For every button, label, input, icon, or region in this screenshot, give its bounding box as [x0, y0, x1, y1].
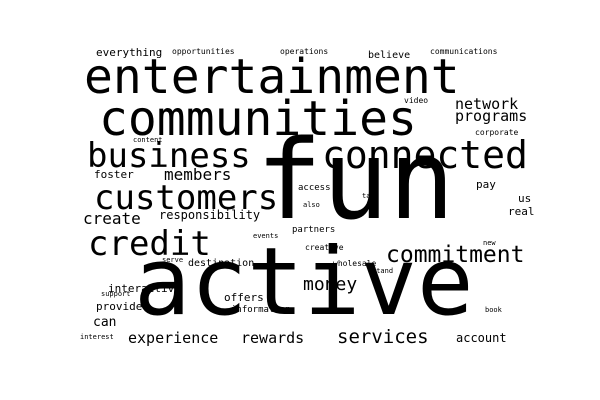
- word-account: account: [456, 331, 507, 345]
- word-can: can: [93, 315, 117, 330]
- word-provide: provide: [96, 300, 143, 313]
- word-credit: credit: [88, 224, 211, 264]
- word-connected: connected: [322, 133, 528, 177]
- word-video: video: [404, 96, 429, 105]
- word-believe: believe: [368, 50, 411, 61]
- word-network: network: [455, 95, 519, 113]
- word-access: access: [298, 183, 331, 193]
- word-also: also: [303, 201, 320, 209]
- word-wholesale: wholesale: [333, 259, 377, 268]
- word-stand: stand: [372, 267, 394, 275]
- word-destination: destination: [188, 258, 255, 269]
- word-take: take: [362, 192, 379, 200]
- word-business: business: [87, 136, 251, 176]
- word-content: content: [133, 136, 163, 144]
- word-book: book: [485, 306, 502, 314]
- word-corporate: corporate: [475, 128, 519, 137]
- word-fun: fun: [256, 116, 455, 244]
- word-opportunities: opportunities: [172, 47, 235, 56]
- word-partners: partners: [292, 225, 336, 235]
- word-rewards: rewards: [241, 329, 305, 347]
- word-new: new: [483, 239, 496, 247]
- word-events: events: [253, 232, 279, 240]
- word-customers: customers: [94, 178, 279, 218]
- word-real: real: [508, 205, 535, 218]
- word-members: members: [164, 165, 232, 184]
- word-everything: everything: [96, 46, 163, 59]
- word-interactive: interactive: [108, 282, 181, 295]
- word-operations: operations: [280, 47, 329, 56]
- word-money: money: [303, 274, 358, 295]
- word-commitment: commitment: [386, 242, 525, 268]
- word-serve: serve: [162, 256, 184, 264]
- word-us: us: [518, 192, 532, 205]
- word-active: active: [134, 228, 474, 337]
- word-offers: offers: [224, 291, 264, 304]
- word-services: services: [337, 326, 429, 348]
- word-interest: interest: [80, 333, 114, 341]
- word-responsibility: responsibility: [159, 208, 261, 222]
- word-information: information: [231, 305, 291, 315]
- word-creative: creative: [305, 243, 344, 252]
- word-communications: communications: [430, 47, 498, 56]
- word-experience: experience: [128, 329, 219, 347]
- word-entertainment: entertainment: [84, 49, 460, 105]
- word-support: support: [101, 290, 131, 298]
- word-foster: foster: [94, 168, 134, 181]
- word-communities: communities: [99, 91, 417, 147]
- word-pay: pay: [476, 178, 496, 191]
- word-create: create: [83, 209, 141, 228]
- word-programs: programs: [455, 107, 528, 125]
